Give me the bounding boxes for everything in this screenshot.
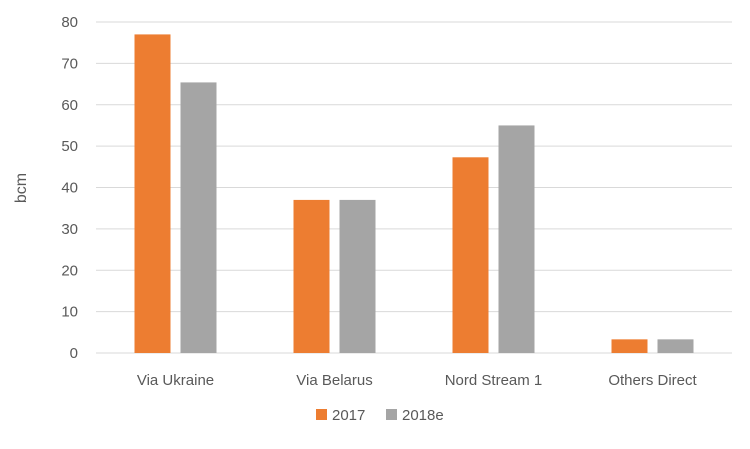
bar-2018e-others-direct	[657, 339, 694, 353]
y-tick-label: 20	[61, 262, 78, 279]
bar-2017-others-direct	[611, 339, 648, 353]
legend-label: 2017	[332, 407, 365, 424]
legend-swatch-2018e	[386, 409, 397, 420]
y-tick-label: 40	[61, 180, 78, 197]
y-tick-label: 10	[61, 304, 78, 321]
x-category-label: Others Direct	[608, 372, 697, 389]
y-tick-label: 50	[61, 138, 78, 155]
x-category-label: Via Belarus	[296, 372, 372, 389]
x-axis-category-labels: Via Ukraine Via Belarus Nord Stream 1 Other…	[137, 372, 698, 389]
bar-2017-via-belarus	[293, 199, 330, 353]
y-tick-label: 30	[61, 221, 78, 238]
bars	[134, 34, 694, 353]
legend-swatch-2017	[316, 409, 327, 420]
bar-2018e-via-belarus	[339, 199, 376, 353]
x-category-label: Nord Stream 1	[445, 372, 543, 389]
y-tick-label: 0	[70, 345, 78, 362]
y-axis-tick-labels: 0 10 20 30 40 50 60 70 80	[61, 14, 78, 362]
bar-2017-via-ukraine	[134, 34, 171, 353]
bar-2018e-via-ukraine	[180, 82, 217, 353]
y-tick-label: 80	[61, 14, 78, 31]
y-tick-label: 60	[61, 97, 78, 114]
x-category-label: Via Ukraine	[137, 372, 214, 389]
legend: 2017 2018e	[316, 407, 444, 424]
y-axis-title: bcm	[13, 173, 30, 203]
bar-2018e-nord-stream-1	[498, 125, 535, 353]
bar-2017-nord-stream-1	[452, 157, 489, 353]
y-tick-label: 70	[61, 55, 78, 72]
legend-label: 2018e	[402, 407, 444, 424]
